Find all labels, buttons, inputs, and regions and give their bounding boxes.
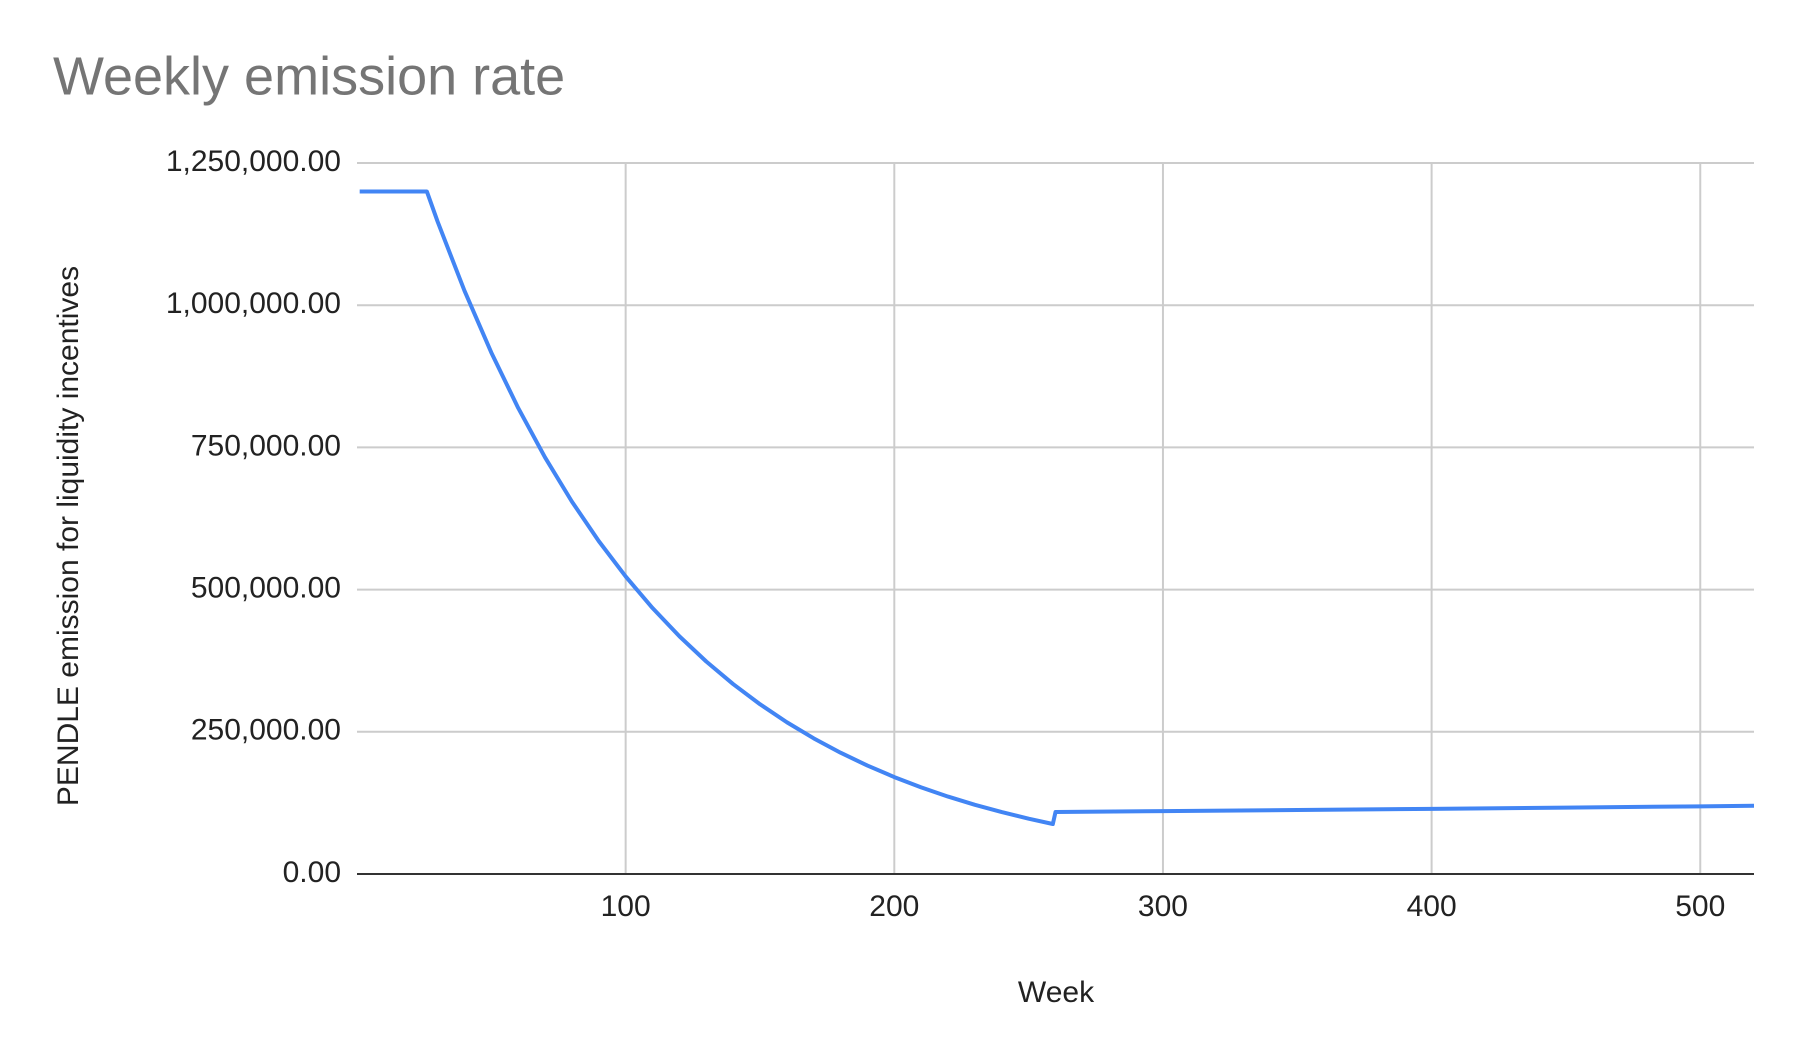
x-tick-label: 200: [869, 890, 919, 923]
x-tick-label: 400: [1407, 890, 1457, 923]
y-tick-label: 750,000.00: [191, 429, 341, 462]
y-tick-label: 1,000,000.00: [166, 287, 341, 320]
chart-title: Weekly emission rate: [53, 46, 565, 106]
y-tick-label: 0.00: [283, 856, 341, 889]
x-tick-label: 100: [601, 890, 651, 923]
data-line: [359, 189, 1755, 827]
x-tick-label: 500: [1675, 890, 1725, 923]
y-axis-label: PENDLE emission for liquidity incentives: [52, 266, 85, 806]
y-tick-label: 1,250,000.00: [166, 145, 341, 178]
x-axis-label: Week: [1018, 976, 1095, 1009]
x-tick-label: 300: [1138, 890, 1188, 923]
y-tick-label: 500,000.00: [191, 572, 341, 605]
y-tick-label: 250,000.00: [191, 714, 341, 747]
